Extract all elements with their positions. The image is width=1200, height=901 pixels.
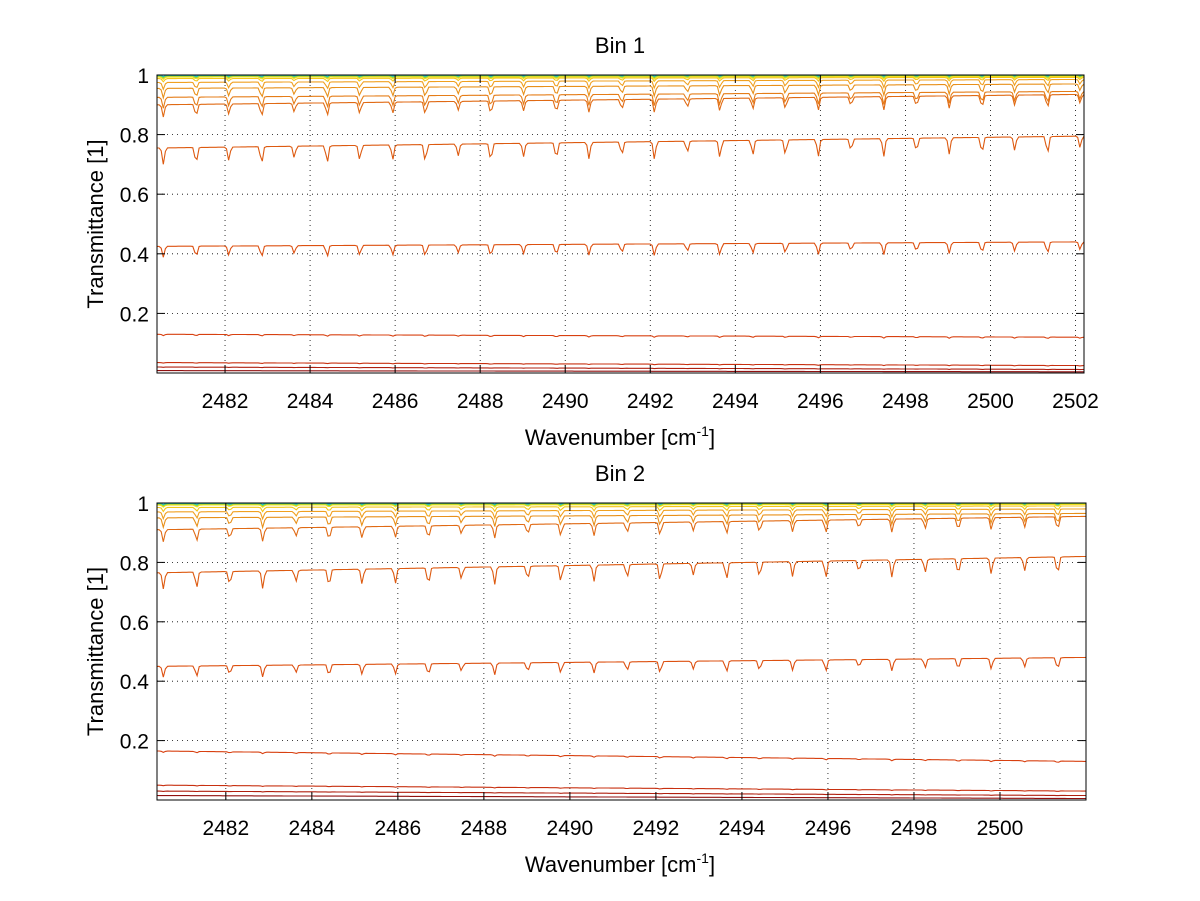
x-axis-label: Wavenumber [cm-1] [525,423,715,450]
x-tick-label: 2500 [977,817,1024,840]
series-line-3 [157,75,1085,79]
x-tick-label: 2500 [967,390,1014,413]
y-tick-labels: 0.2 0.4 0.6 0.8 1 [120,493,150,754]
y-tick-labels: 0.2 0.4 0.6 0.8 1 [120,65,150,326]
x-tick-label: 2482 [202,390,249,413]
x-tick-label: 2496 [797,390,844,413]
y-tick-label: 0.4 [120,671,150,694]
series-line-10 [157,135,1085,165]
series-line-14 [157,366,1085,371]
x-tick-labels: 2482 2484 2486 2488 2490 2492 2494 2496 2498 2500 [202,817,1023,840]
y-axis-label: Transmittance [1] [83,567,108,736]
y-tick-label: 1 [137,65,149,88]
chart-title: Bin 1 [595,33,645,58]
x-tick-label: 2486 [374,817,421,840]
x-axis-label-main: Wavenumber [cm [525,852,697,877]
series-line-13 [157,362,1085,367]
x-tick-label: 2498 [882,390,929,413]
x-axis-label-end: ] [709,425,715,450]
x-tick-label: 2492 [627,390,674,413]
series-line-8 [157,515,1086,543]
x-axis-label-main: Wavenumber [cm [525,425,697,450]
series-line-11 [157,241,1085,258]
series-line-11 [157,750,1086,763]
y-tick-label: 0.6 [120,184,149,207]
series-line-9 [157,93,1085,118]
series-line-8 [156,90,1085,109]
y-tick-label: 0.8 [120,125,149,148]
x-tick-label: 2496 [805,817,852,840]
series-line-13 [157,790,1086,797]
x-tick-label: 2498 [891,817,938,840]
plot-frame [156,502,1087,801]
x-axis-label-end: ] [709,852,715,877]
series-line-12 [157,784,1086,792]
y-axis-label: Transmittance [1] [83,139,108,308]
x-tick-label: 2492 [633,817,680,840]
chart-bin-1: 2482 2484 2486 2488 2490 2492 2494 2496 2498 2500… [83,33,1099,450]
x-tick-label: 2488 [461,817,508,840]
series-lines [156,74,1085,373]
plot-frame [156,74,1085,374]
series-line-6 [157,508,1086,521]
x-axis-label-superscript: -1 [697,850,710,866]
x-tick-labels: 2482 2484 2486 2488 2490 2492 2494 2496 2498 2500… [202,390,1099,413]
y-tick-label: 0.8 [120,552,149,575]
series-line-10 [156,656,1087,678]
y-tick-label: 0.2 [120,731,149,754]
series-line-15 [157,370,1084,373]
x-tick-label: 2490 [542,390,589,413]
chart-title: Bin 2 [595,461,645,486]
series-line-9 [157,555,1086,589]
series-line-12 [157,333,1085,339]
y-tick-label: 0.4 [120,244,150,267]
x-tick-label: 2486 [372,390,419,413]
x-tick-label: 2494 [719,817,766,840]
y-tick-label: 0.6 [120,612,149,635]
x-tick-label: 2488 [457,390,504,413]
x-tick-label: 2490 [547,817,594,840]
x-tick-label: 2494 [712,390,759,413]
tick-marks [157,502,1086,800]
y-tick-label: 0.2 [120,303,149,326]
series-line-6 [157,78,1085,91]
series-line-5 [157,76,1085,83]
tick-marks [157,74,1084,373]
series-line-7 [156,512,1086,530]
x-tick-label: 2484 [287,390,334,413]
x-axis-label: Wavenumber [cm-1] [525,850,715,877]
series-line-4 [157,75,1085,81]
x-tick-label: 2482 [202,817,249,840]
series-line-7 [157,83,1085,100]
chart-bin-2: 2482 2484 2486 2488 2490 2492 2494 2496 2498 2500… [83,461,1087,877]
x-tick-label: 2502 [1052,390,1099,413]
y-tick-label: 1 [137,493,149,516]
x-axis-label-superscript: -1 [697,423,710,439]
x-tick-label: 2484 [288,817,335,840]
